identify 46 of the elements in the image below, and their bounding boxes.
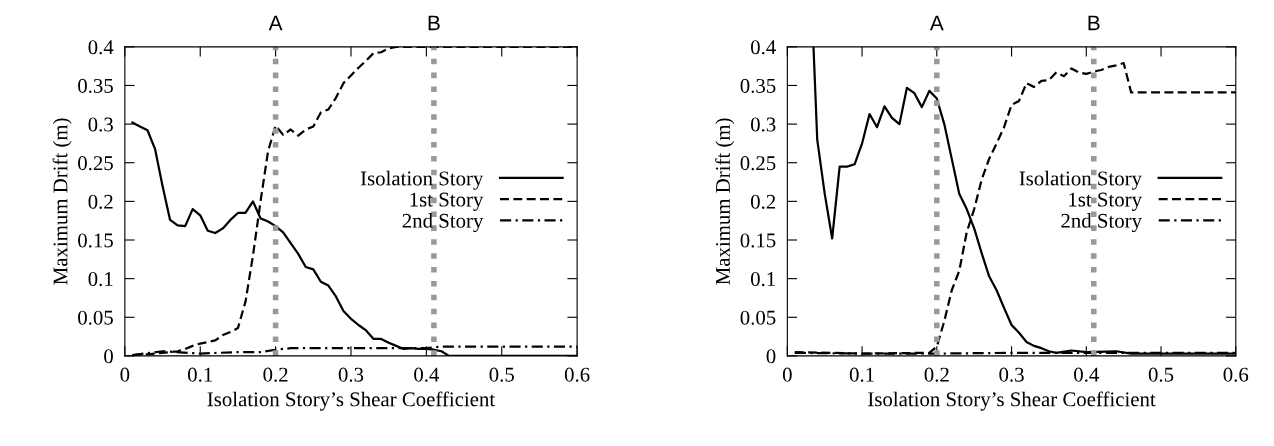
- y-tick-label: 0.15: [78, 233, 113, 248]
- x-tick-label: 0.3: [338, 367, 364, 382]
- y-tick-label: 0.25: [740, 156, 776, 171]
- x-tick-label: 0.2: [924, 367, 949, 382]
- y-tick-label: 0.1: [750, 272, 775, 287]
- y-tick-label: 0.2: [88, 194, 113, 209]
- x-tick-label: 0: [782, 367, 792, 382]
- y-tick-label: 0.3: [750, 117, 776, 132]
- x-axis-title: Isolation Story’s Shear Coefficient: [868, 391, 1156, 411]
- x-tick-label: 0.4: [1074, 367, 1099, 382]
- y-tick-label: 0.4: [88, 40, 114, 55]
- y-tick-label: 0: [766, 349, 776, 364]
- ref-line-label: B: [428, 15, 440, 31]
- y-tick-label: 0.15: [740, 233, 776, 248]
- legend-label: 1st Story: [410, 192, 484, 211]
- y-tick-label: 0.4: [750, 40, 776, 55]
- ref-line-label: A: [268, 15, 283, 31]
- y-tick-label: 0.1: [88, 272, 113, 287]
- legend-label: 2nd Story: [1061, 213, 1142, 233]
- x-tick-label: 0: [120, 367, 130, 382]
- y-tick-label: 0.05: [78, 310, 113, 325]
- y-tick-label: 0.25: [78, 156, 113, 171]
- ref-line-label: B: [1088, 15, 1100, 31]
- x-tick-label: 0.6: [564, 367, 590, 382]
- y-tick-label: 0.05: [740, 310, 776, 325]
- y-tick-label: 0.35: [740, 78, 776, 93]
- x-tick-label: 0.1: [188, 367, 212, 382]
- x-tick-label: 0.2: [263, 367, 288, 382]
- ref-line-label: A: [929, 15, 944, 31]
- y-tick-label: 0: [104, 349, 113, 364]
- x-tick-label: 0.6: [1223, 367, 1249, 382]
- x-tick-label: 0.3: [999, 367, 1024, 382]
- y-tick-label: 0.2: [750, 194, 776, 209]
- x-tick-label: 0.5: [1148, 367, 1174, 382]
- y-axis-title: Maximum Drift (m): [52, 118, 72, 285]
- legend-label: Isolation Story: [1019, 170, 1142, 190]
- y-tick-label: 0.3: [88, 117, 113, 132]
- legend-label: Isolation Story: [360, 170, 484, 190]
- x-tick-label: 0.4: [414, 367, 440, 382]
- x-tick-label: 0.1: [849, 367, 874, 382]
- x-axis-title: Isolation Story’s Shear Coefficient: [207, 391, 496, 411]
- legend-label: 1st Story: [1069, 192, 1142, 211]
- legend-label: 2nd Story: [402, 213, 484, 233]
- x-tick-label: 0.5: [489, 367, 514, 382]
- y-axis-title: Maximum Drift (m): [715, 118, 735, 285]
- y-tick-label: 0.35: [78, 78, 113, 93]
